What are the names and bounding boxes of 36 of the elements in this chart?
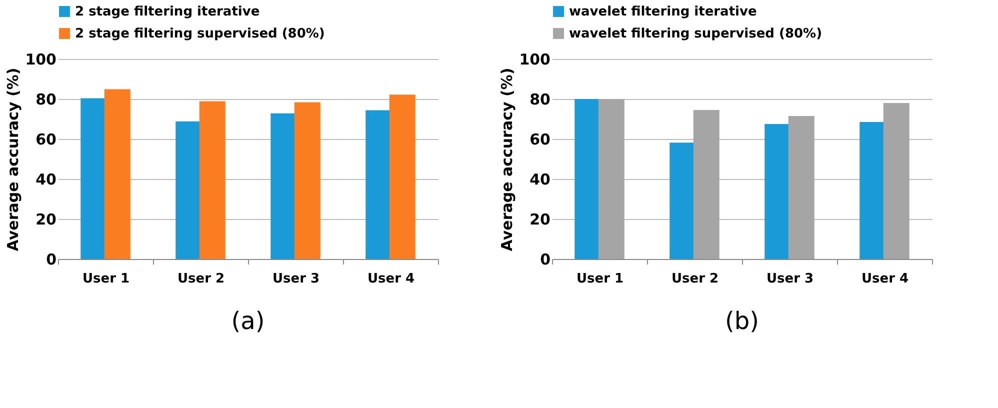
y-tick-label: 60 [36, 130, 56, 148]
x-tick-label: User 1 [576, 272, 624, 286]
x-tick-label: User 4 [367, 272, 415, 286]
bar [693, 110, 720, 259]
bar [294, 102, 320, 259]
x-tick-label: User 1 [82, 272, 130, 286]
legend-label: 2 stage filtering iterative [75, 4, 260, 20]
y-tick-label: 100 [519, 50, 550, 68]
bar [598, 99, 624, 259]
y-tick-label: 60 [530, 130, 550, 148]
x-tick-label: User 4 [861, 272, 909, 286]
y-tick-label: 20 [530, 210, 550, 228]
y-tick-label: 40 [530, 170, 550, 188]
x-tick-label: User 3 [766, 272, 814, 286]
y-axis-title: Average accuracy (%) [498, 68, 516, 252]
y-tick-label: 80 [36, 90, 56, 108]
y-axis-title: Average accuracy (%) [4, 68, 22, 252]
text: (b) [725, 307, 759, 335]
y-tick-label: 40 [36, 170, 56, 188]
x-tick-label: User 2 [671, 272, 719, 286]
legend-label: 2 stage filtering supervised (80%) [75, 26, 325, 42]
bar [788, 116, 814, 259]
y-tick-label: 20 [36, 210, 56, 228]
y-tick-label: 0 [46, 250, 56, 268]
y-tick-label: 80 [530, 90, 550, 108]
legend-label: wavelet filtering supervised (80%) [569, 26, 822, 42]
legend-label: wavelet filtering iterative [569, 4, 757, 20]
bar [389, 94, 416, 259]
y-tick-label: 100 [25, 50, 56, 68]
y-tick-label: 0 [540, 250, 550, 268]
bar [883, 103, 910, 259]
text: (a) [231, 307, 265, 335]
x-tick-label: User 3 [272, 272, 320, 286]
bar [104, 89, 130, 259]
bar [199, 101, 226, 259]
x-tick-label: User 2 [177, 272, 225, 286]
